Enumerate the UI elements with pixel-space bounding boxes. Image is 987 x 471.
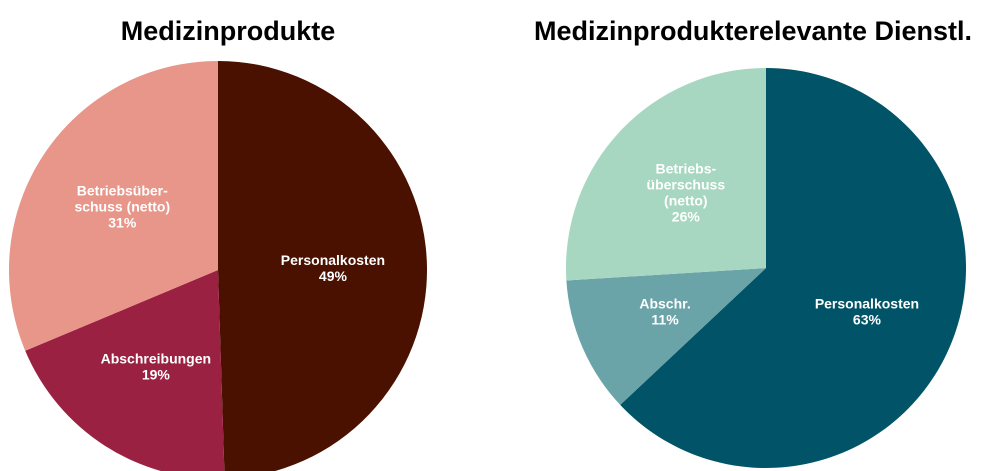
chart-title: Medizinprodukte (121, 16, 336, 46)
pie-slice (566, 68, 766, 281)
pie-slice (25, 270, 225, 471)
label-line: (netto) (664, 193, 708, 209)
slice-label: Betriebsüber-schuss (netto) (74, 182, 170, 214)
slice-label: Personalkosten (815, 296, 919, 312)
label-line: schuss (netto) (74, 198, 170, 214)
slice-label: Betriebs-überschuss (netto) (647, 161, 726, 209)
pie-slice (9, 61, 218, 351)
slice-value: 31% (108, 214, 137, 230)
pie-slice (218, 61, 427, 471)
label-line: Betriebs- (655, 161, 716, 177)
slice-label: Abschreibungen (101, 351, 211, 367)
slice-value: 63% (853, 312, 882, 328)
slice-value: 19% (142, 367, 171, 383)
pie-slice (620, 68, 967, 468)
label-line: Abschreibungen (101, 351, 211, 367)
slice-value: 49% (319, 268, 348, 284)
slice-value: 11% (651, 312, 679, 328)
label-line: Abschr. (639, 296, 690, 312)
label-line: Personalkosten (281, 252, 385, 268)
chart-title: Medizinprodukterelevante Dienstl. (534, 16, 972, 46)
slice-label: Abschr. (639, 296, 690, 312)
slice-label: Personalkosten (281, 252, 385, 268)
label-line: Betriebsüber- (77, 182, 168, 198)
slice-value: 26% (672, 209, 701, 225)
pie-slice (566, 268, 766, 405)
label-line: überschuss (647, 177, 726, 193)
label-line: Personalkosten (815, 296, 919, 312)
